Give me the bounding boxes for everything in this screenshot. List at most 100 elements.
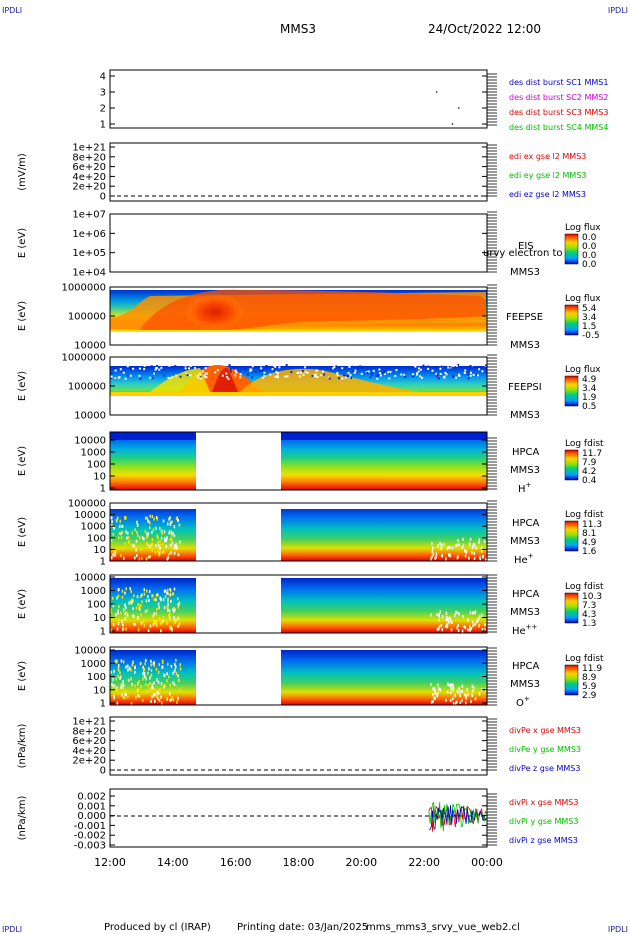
pixel bbox=[275, 370, 278, 373]
pixel bbox=[332, 367, 335, 370]
pixel bbox=[111, 596, 114, 600]
pixel bbox=[433, 687, 436, 691]
pixel bbox=[274, 375, 277, 378]
pixel bbox=[239, 376, 242, 379]
ylabel: (mV/m) bbox=[17, 153, 28, 191]
pixel bbox=[159, 688, 161, 692]
pixel bbox=[143, 537, 145, 541]
pixel bbox=[163, 530, 166, 534]
pixel bbox=[132, 660, 134, 664]
pixel bbox=[449, 698, 452, 702]
pixel bbox=[159, 543, 162, 547]
pixel bbox=[452, 701, 455, 705]
pixel bbox=[481, 549, 483, 553]
pixel bbox=[135, 696, 137, 700]
pixel bbox=[143, 675, 146, 679]
pixel bbox=[168, 675, 170, 679]
pixel bbox=[169, 698, 171, 702]
pixel bbox=[174, 546, 176, 550]
ytick-label: -0.002 bbox=[74, 831, 106, 842]
pixel bbox=[456, 626, 458, 630]
pixel bbox=[155, 694, 158, 698]
pixel bbox=[149, 514, 152, 518]
yaxis-ticks: 10000 1000 100 10 1 bbox=[74, 573, 497, 638]
pixel bbox=[235, 366, 238, 369]
pixel bbox=[179, 375, 182, 378]
pixel bbox=[138, 374, 141, 377]
pixel bbox=[485, 364, 488, 367]
pixel bbox=[163, 589, 166, 593]
pixel bbox=[162, 598, 165, 602]
pixel bbox=[446, 623, 448, 627]
pixel bbox=[347, 375, 350, 378]
pixel bbox=[435, 366, 438, 369]
pixel bbox=[169, 627, 171, 631]
pixel bbox=[347, 371, 350, 374]
spectrogram-image bbox=[110, 575, 487, 633]
pixel bbox=[139, 377, 142, 380]
pixel bbox=[432, 552, 435, 556]
pixel bbox=[124, 542, 126, 546]
pixel bbox=[146, 535, 148, 539]
pixel bbox=[140, 547, 142, 551]
pixel bbox=[147, 532, 150, 536]
pixel bbox=[113, 669, 115, 673]
pixel bbox=[312, 374, 315, 377]
pixel bbox=[173, 669, 176, 673]
pixel bbox=[154, 544, 157, 548]
pixel bbox=[172, 681, 174, 685]
pixel bbox=[152, 623, 155, 627]
pixel bbox=[119, 519, 121, 523]
pixel bbox=[112, 623, 115, 627]
colorbar-tick: 4.2 bbox=[582, 467, 596, 477]
pixel bbox=[369, 376, 372, 379]
pixel bbox=[265, 365, 268, 368]
legend-entry: divPi z gse MMS3 bbox=[509, 836, 578, 845]
pixel bbox=[153, 663, 155, 667]
pixel bbox=[430, 613, 432, 617]
pixel bbox=[151, 376, 154, 379]
pixel bbox=[470, 627, 473, 631]
pixel bbox=[175, 517, 178, 521]
pixel bbox=[129, 600, 131, 604]
pixel bbox=[147, 545, 150, 549]
pixel bbox=[126, 536, 128, 540]
pixel bbox=[152, 528, 155, 532]
pixel bbox=[138, 680, 140, 684]
pixel bbox=[149, 687, 152, 691]
pixel bbox=[462, 543, 465, 547]
pixel bbox=[129, 587, 132, 591]
pixel bbox=[452, 688, 454, 692]
pixel bbox=[169, 589, 172, 593]
pixel bbox=[448, 616, 451, 620]
pixel bbox=[125, 627, 127, 631]
pixel bbox=[439, 373, 442, 376]
pixel bbox=[145, 675, 147, 679]
pixel bbox=[135, 606, 138, 610]
ytick-label: 0.002 bbox=[77, 792, 106, 803]
pixel bbox=[121, 683, 123, 687]
pixel bbox=[118, 524, 121, 528]
pixel bbox=[136, 523, 139, 527]
pixel bbox=[439, 541, 441, 545]
pixel bbox=[352, 369, 355, 372]
ytick-label: 1e+04 bbox=[72, 268, 106, 279]
pixel bbox=[161, 532, 163, 536]
pixel bbox=[484, 623, 486, 627]
pixel bbox=[152, 662, 155, 666]
pixel bbox=[456, 700, 458, 704]
pixel bbox=[175, 374, 178, 377]
pixel bbox=[456, 610, 459, 614]
pixel bbox=[174, 621, 177, 625]
pixel bbox=[110, 524, 112, 528]
pixel bbox=[140, 613, 142, 617]
pixel bbox=[484, 557, 487, 561]
pixel bbox=[456, 689, 459, 693]
colorbar-tick: 1.3 bbox=[582, 619, 596, 629]
pixel bbox=[157, 549, 159, 553]
ytick-label: 4 bbox=[100, 72, 106, 83]
legend-entry: divPe y gse MMS3 bbox=[509, 745, 581, 754]
pixel bbox=[436, 694, 438, 698]
pixel bbox=[149, 376, 152, 379]
instrument-label: HPCA bbox=[512, 661, 540, 672]
